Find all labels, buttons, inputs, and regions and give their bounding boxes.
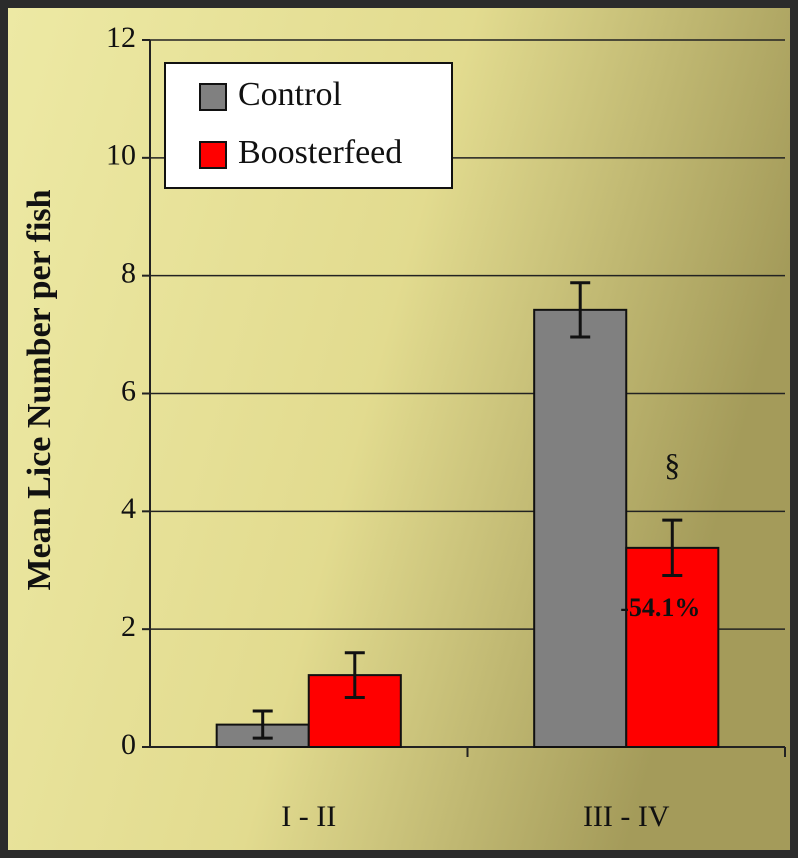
y-tick-label: 6 (121, 374, 136, 407)
y-axis-title: Mean Lice Number per fish (21, 189, 58, 590)
legend-swatch (199, 83, 227, 111)
error-bar (570, 281, 591, 339)
y-tick-label: 10 (106, 139, 136, 172)
y-tick-label: 8 (121, 257, 136, 290)
legend-swatch (199, 141, 227, 169)
y-tick-label: 4 (121, 492, 136, 525)
legend-label: Control (238, 76, 342, 113)
error-bar (252, 709, 273, 740)
error-bar (662, 518, 683, 578)
bar (533, 308, 628, 748)
y-tick-label: 12 (106, 21, 136, 54)
legend-label: Boosterfeed (238, 134, 402, 171)
x-tick-label: III - IV (583, 800, 670, 833)
error-bar (344, 651, 365, 700)
annotation: § (664, 447, 680, 483)
y-tick-label: 0 (121, 728, 136, 761)
annotation: -54.1% (620, 593, 700, 622)
y-tick-label: 2 (121, 610, 136, 643)
bar (625, 546, 720, 749)
x-tick-label: I - II (281, 800, 336, 833)
